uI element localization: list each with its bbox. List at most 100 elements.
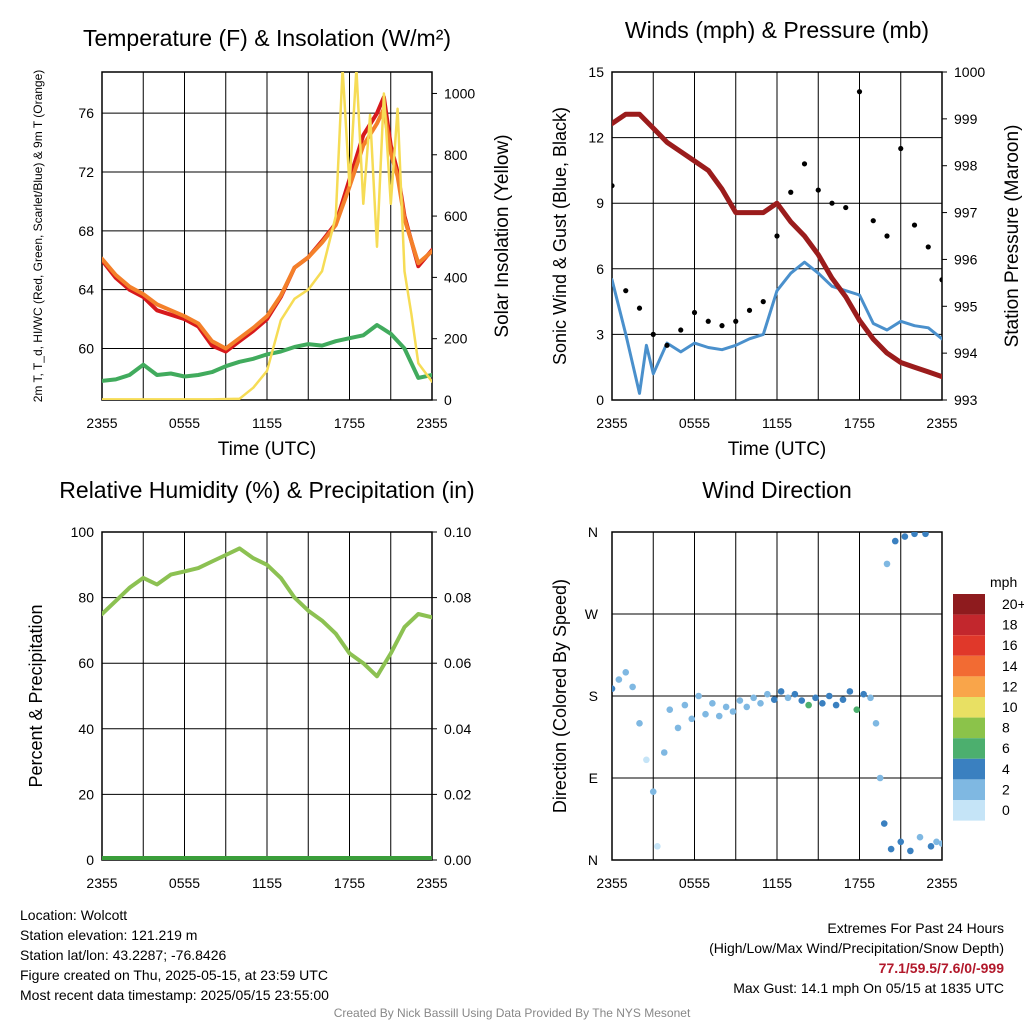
direction-point — [777, 688, 785, 695]
gust-point — [939, 277, 942, 283]
direction-point — [907, 847, 914, 855]
direction-point — [860, 690, 867, 698]
direction-point — [867, 694, 874, 702]
y-tick-label: 0 — [86, 852, 94, 868]
direction-point — [887, 845, 895, 853]
gust-point — [678, 327, 684, 333]
legend-label: 6 — [1002, 740, 1010, 756]
y-right-axis-label: Station Pressure (Maroon) — [1002, 125, 1023, 348]
y-right-tick-label: 0.02 — [444, 786, 471, 802]
y-tick-label: S — [589, 688, 598, 704]
direction-point — [643, 756, 650, 764]
gust-point — [788, 189, 794, 195]
direction-point — [764, 690, 771, 698]
direction-point — [891, 537, 899, 545]
plot-area — [612, 89, 942, 395]
y-tick-label: 72 — [78, 164, 94, 180]
gust-point — [760, 299, 766, 305]
legend-label: 16 — [1002, 637, 1018, 653]
y-tick-label: 6 — [596, 261, 604, 277]
y-axis-label: Percent & Precipitation — [26, 604, 46, 787]
series-t-d — [102, 323, 432, 383]
direction-point — [819, 699, 826, 707]
gust-point — [856, 89, 863, 95]
legend-swatch — [953, 594, 985, 615]
plot-frame — [611, 71, 943, 401]
direction-point — [636, 720, 643, 727]
direction-point — [743, 703, 751, 711]
y-right-tick-label: 200 — [444, 331, 468, 347]
direction-point — [674, 724, 682, 732]
gust-point — [719, 323, 725, 329]
y-right-tick-label: 0 — [444, 392, 452, 408]
legend-title: mph — [990, 574, 1017, 590]
gust-point — [801, 161, 808, 167]
y-axis-label: Sonic Wind & Gust (Blue, Black) — [550, 107, 570, 365]
x-tick-label: 1155 — [762, 875, 792, 891]
legend-label: 20+ — [1002, 596, 1024, 612]
y-tick-label: 64 — [78, 282, 94, 298]
y-tick-label: W — [585, 606, 599, 622]
x-tick-label: 2355 — [596, 875, 627, 891]
gust-point — [829, 200, 835, 206]
y-right-tick-label: 1000 — [954, 64, 985, 80]
speed-legend: mph 20+ 18 16 14 12 10 8 6 4 2 0 — [953, 574, 1024, 821]
legend-swatch — [953, 635, 985, 656]
direction-point — [798, 697, 806, 704]
legend-swatch — [953, 676, 985, 697]
legend-swatch — [953, 800, 985, 821]
direction-point — [660, 749, 668, 756]
y-tick-label: 9 — [596, 195, 604, 211]
direction-point — [922, 532, 929, 538]
direction-point — [846, 688, 854, 695]
legend-swatch — [953, 697, 985, 718]
extremes-title: Extremes For Past 24 Hours — [827, 920, 1004, 936]
direction-point — [649, 788, 657, 795]
plot-area — [102, 72, 432, 400]
series-solar-insolation — [102, 72, 432, 400]
direction-point — [722, 703, 730, 711]
chart-title: Temperature (F) & Insolation (W/m²) — [83, 25, 451, 51]
chart-title: Winds (mph) & Pressure (mb) — [625, 17, 929, 43]
chart-title: Relative Humidity (%) & Precipitation (i… — [59, 477, 474, 503]
direction-point — [622, 669, 630, 676]
x-tick-label: 1155 — [762, 415, 792, 431]
gust-point — [612, 183, 615, 189]
series-relative-humidity — [102, 546, 432, 679]
credit-text: Created By Nick Bassill Using Data Provi… — [333, 1006, 691, 1020]
extremes-description: (High/Low/Max Wind/Precipitation/Snow De… — [709, 940, 1004, 956]
max-gust-text: Max Gust: 14.1 mph On 05/15 at 1835 UTC — [733, 980, 1004, 996]
elevation-text: Station elevation: 121.219 m — [20, 927, 198, 943]
direction-point — [880, 820, 888, 827]
gust-point — [650, 331, 656, 337]
gust-point — [898, 145, 904, 152]
direction-point — [825, 692, 833, 700]
direction-point — [750, 694, 757, 702]
gust-point — [884, 233, 890, 239]
gust-point — [623, 288, 629, 294]
y-tick-label: 76 — [78, 105, 94, 121]
y-right-tick-label: 600 — [444, 208, 468, 224]
x-tick-label: 1155 — [252, 415, 282, 431]
direction-point — [702, 710, 709, 718]
direction-point — [933, 838, 940, 846]
x-tick-label: 0555 — [679, 415, 710, 431]
y-right-tick-label: 0.04 — [444, 721, 471, 737]
gust-point — [733, 318, 739, 324]
legend-swatch — [953, 717, 985, 739]
legend-label: 2 — [1002, 781, 1010, 797]
created-text: Figure created on Thu, 2025-05-15, at 23… — [20, 967, 328, 983]
y-tick-label: 60 — [78, 655, 94, 671]
y-right-tick-label: 998 — [954, 158, 978, 174]
legend-label: 8 — [1002, 720, 1010, 736]
x-tick-label: 2355 — [86, 415, 117, 431]
y-right-tick-label: 0.06 — [444, 655, 471, 671]
plot-area — [612, 532, 942, 855]
direction-point — [612, 685, 616, 693]
plot-frame — [611, 531, 943, 861]
legend-swatch — [953, 655, 985, 677]
plot-area — [102, 546, 432, 860]
x-tick-label: 2355 — [416, 415, 447, 431]
x-axis-label: Time (UTC) — [218, 439, 317, 460]
x-tick-label: 1755 — [844, 415, 875, 431]
